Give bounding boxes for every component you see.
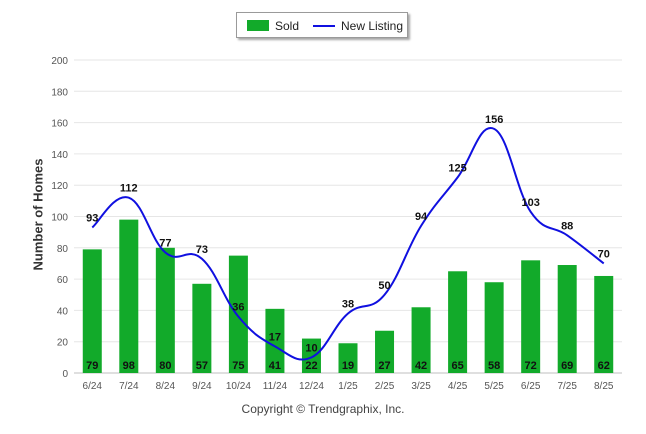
sold-bar: [448, 271, 468, 373]
sold-bar: [82, 249, 102, 373]
new-listing-value-labels: 93 112 77 73 36 17 10 38 50 94 125 156 103 88 70: [86, 114, 610, 354]
new-listing-value-label: 156: [485, 114, 503, 126]
x-tick-label: 6/25: [521, 381, 541, 392]
sold-bar-value-label: 75: [232, 360, 244, 372]
sold-bar-value-label: 69: [561, 360, 573, 372]
y-tick-label: 140: [51, 150, 68, 161]
new-listing-value-label: 93: [86, 212, 98, 224]
sold-bar: [301, 338, 321, 373]
sold-bar-value-label: 42: [415, 360, 427, 372]
x-tick-label: 10/24: [226, 381, 251, 392]
y-tick-label: 100: [51, 213, 68, 224]
y-tick-label: 80: [57, 244, 69, 255]
x-tick-label: 12/24: [299, 381, 324, 392]
sold-bar-value-label: 65: [451, 360, 463, 372]
new-listing-series-line: [91, 127, 605, 361]
x-axis: 6/24 7/24 8/24 9/24 10/24 11/24 12/24 1/25 2/25 3…: [74, 372, 622, 392]
sold-bar-value-label: 80: [159, 360, 171, 372]
new-listing-legend-swatch: [313, 25, 335, 27]
y-tick-label: 40: [57, 306, 69, 317]
x-tick-label: 3/25: [411, 381, 431, 392]
new-listing-line: [91, 127, 605, 361]
x-tick-label: 6/24: [83, 381, 103, 392]
sold-bar-value-label: 72: [525, 360, 537, 372]
sold-bar: [375, 330, 395, 373]
y-axis: 0 20 40 60 80 100 120 140 160 180 200: [51, 56, 68, 380]
sold-bar-value-label: 79: [86, 360, 98, 372]
x-tick-label: 8/25: [594, 381, 614, 392]
y-tick-label: 200: [51, 56, 68, 67]
sold-bar-value-label: 27: [378, 360, 390, 372]
sold-bar-value-label: 62: [598, 360, 610, 372]
new-listing-value-label: 112: [120, 183, 138, 195]
x-tick-label: 7/24: [119, 381, 139, 392]
sold-bar-value-label: 57: [196, 360, 208, 372]
x-tick-label: 4/25: [448, 381, 468, 392]
sold-legend-label: Sold: [275, 19, 300, 33]
y-tick-label: 160: [51, 119, 68, 130]
sold-bar: [484, 282, 504, 373]
x-tick-label: 7/25: [557, 381, 577, 392]
y-tick-label: 120: [51, 181, 68, 192]
new-listing-legend-label: New Listing: [341, 19, 404, 33]
sold-bar-value-label: 98: [123, 360, 135, 372]
new-listing-value-label: 36: [232, 302, 244, 314]
new-listing-value-label: 73: [196, 244, 208, 256]
y-tick-label: 0: [62, 369, 68, 380]
new-listing-value-label: 38: [342, 299, 354, 311]
y-tick-label: 20: [57, 338, 69, 349]
new-listing-value-label: 50: [378, 280, 390, 292]
sold-bar-value-label: 22: [305, 360, 317, 372]
sold-bar: [594, 275, 614, 373]
sold-bars: [82, 219, 614, 373]
y-axis-title: Number of Homes: [30, 158, 46, 271]
sold-legend-swatch: [247, 20, 269, 31]
sold-bar: [557, 265, 577, 373]
sold-value-labels: 79 98 80 57 75 41 22 19 27 42 65 58 72 69 62: [86, 360, 610, 372]
sold-bar: [119, 219, 139, 373]
x-tick-label: 1/25: [338, 381, 358, 392]
new-listing-value-label: 103: [521, 197, 539, 209]
legend: Sold New Listing: [236, 12, 408, 38]
x-tick-label: 2/25: [375, 381, 395, 392]
y-tick-label: 60: [57, 275, 69, 286]
x-tick-label: 9/24: [192, 381, 212, 392]
x-tick-label: 5/25: [484, 381, 504, 392]
new-listing-value-label: 17: [269, 331, 281, 343]
new-listing-value-label: 10: [305, 342, 317, 354]
sold-bar-value-label: 58: [488, 360, 500, 372]
sold-bar: [192, 283, 212, 373]
x-tick-label: 8/24: [156, 381, 176, 392]
y-tick-label: 180: [51, 87, 68, 98]
new-listing-value-label: 125: [448, 162, 466, 174]
x-tick-label: 11/24: [263, 381, 288, 392]
sold-bar: [338, 343, 358, 373]
sold-bar: [228, 255, 248, 373]
new-listing-value-label: 94: [415, 211, 428, 223]
sold-bar: [521, 260, 541, 373]
copyright-footer: Copyright © Trendgraphix, Inc.: [241, 402, 405, 416]
new-listing-value-label: 70: [598, 248, 610, 260]
sold-bar-value-label: 19: [342, 360, 354, 372]
sold-bar-value-label: 41: [269, 360, 281, 372]
new-listing-value-label: 88: [561, 220, 573, 232]
sold-bar: [265, 308, 285, 373]
new-listing-value-label: 77: [159, 237, 171, 249]
sold-bar: [155, 247, 175, 373]
sold-bar: [411, 307, 431, 373]
